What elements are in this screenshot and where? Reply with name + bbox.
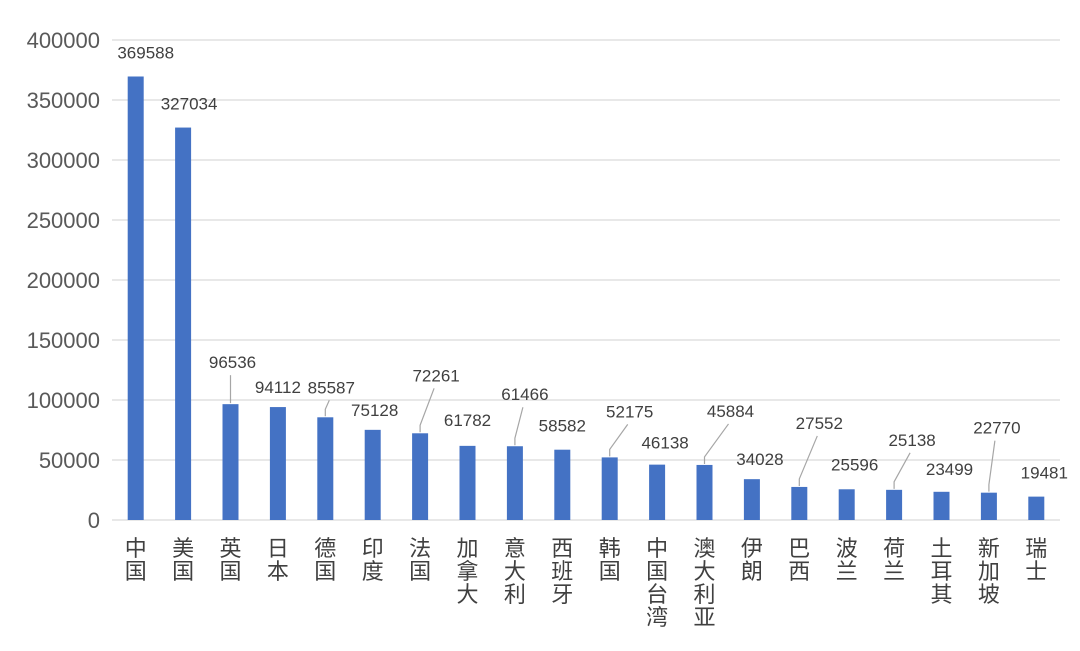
x-category-label: 韩国: [599, 537, 621, 585]
data-label: 25138: [888, 431, 935, 450]
bar: [933, 491, 950, 520]
x-category-label: 伊朗: [741, 537, 763, 585]
bar: [743, 479, 760, 520]
y-axis-tick-labels: 0 50000 100000 150000 200000 250000 300000 3500…: [27, 28, 100, 533]
data-label: 27552: [796, 414, 843, 433]
x-category-label: 瑞士: [1025, 537, 1047, 585]
bar: [791, 486, 808, 520]
x-category-label: 土耳其: [930, 537, 952, 608]
leader-line: [988, 440, 996, 492]
bar: [649, 464, 666, 520]
y-tick-label: 400000: [27, 28, 100, 53]
y-tick-label: 350000: [27, 88, 100, 113]
bar: [506, 446, 523, 520]
x-category-label: 日本: [267, 537, 289, 585]
y-tick-label: 300000: [27, 148, 100, 173]
leader-line: [893, 452, 911, 489]
x-category-label: 中国台湾: [646, 537, 668, 631]
bar: [601, 457, 618, 520]
data-label: 61782: [444, 411, 491, 430]
data-label: 45884: [707, 402, 754, 421]
data-label: 25596: [831, 455, 878, 474]
data-label: 75128: [351, 401, 398, 420]
data-label: 19481: [1021, 464, 1068, 483]
data-label: 46138: [641, 434, 688, 453]
y-tick-label: 100000: [27, 388, 100, 413]
leader-line: [324, 400, 330, 417]
data-label: 23499: [926, 460, 973, 479]
bar: [222, 404, 239, 520]
y-tick-label: 50000: [39, 448, 100, 473]
bar: [838, 489, 855, 520]
x-category-label: 中国: [125, 537, 147, 585]
leader-line: [703, 423, 729, 464]
leader-line: [419, 388, 435, 433]
bar: [175, 127, 192, 520]
y-tick-label: 200000: [27, 268, 100, 293]
y-tick-label: 250000: [27, 208, 100, 233]
x-category-label: 西班牙: [551, 537, 573, 608]
x-category-label: 波兰: [836, 537, 858, 585]
data-label: 61466: [501, 385, 548, 404]
data-label: 96536: [209, 353, 256, 372]
data-label: 85587: [308, 378, 355, 397]
x-category-label: 澳大利亚: [693, 537, 715, 631]
x-category-label: 加拿大: [456, 537, 478, 608]
x-category-label: 意大利: [504, 537, 526, 608]
bar: [980, 492, 997, 520]
bar: [412, 433, 429, 520]
data-label-leader-lines: [229, 375, 996, 492]
leader-line: [609, 424, 629, 457]
x-category-label: 美国: [172, 537, 194, 585]
bar: [459, 445, 476, 520]
leader-line: [514, 407, 524, 446]
bar: [696, 464, 713, 520]
bars: [127, 76, 1045, 521]
data-labels: 369588 327034 96536 94112 85587 75128 72261 617…: [117, 43, 1068, 482]
data-label: 369588: [117, 43, 174, 62]
bar: [364, 429, 381, 520]
data-label: 94112: [255, 378, 301, 397]
bar: [554, 449, 571, 520]
data-label: 58582: [539, 417, 586, 436]
data-label: 52175: [606, 402, 653, 421]
data-label: 34028: [736, 450, 783, 469]
data-label: 72261: [412, 366, 459, 385]
x-category-label: 荷兰: [883, 537, 905, 585]
x-category-label: 新加坡: [978, 537, 1000, 608]
bar: [127, 76, 144, 521]
data-label: 327034: [161, 95, 218, 114]
x-category-label: 德国: [314, 537, 336, 585]
bar: [1028, 496, 1045, 520]
bar: [269, 407, 286, 520]
y-tick-label: 0: [88, 508, 100, 533]
x-category-label: 印度: [362, 537, 384, 585]
leader-line: [798, 435, 818, 486]
bar: [886, 489, 903, 520]
bar: [317, 417, 334, 520]
x-category-label: 巴西: [788, 537, 810, 585]
data-label: 22770: [973, 419, 1020, 438]
x-category-label: 法国: [409, 537, 431, 585]
x-category-label: 英国: [219, 537, 241, 585]
y-tick-label: 150000: [27, 328, 100, 353]
